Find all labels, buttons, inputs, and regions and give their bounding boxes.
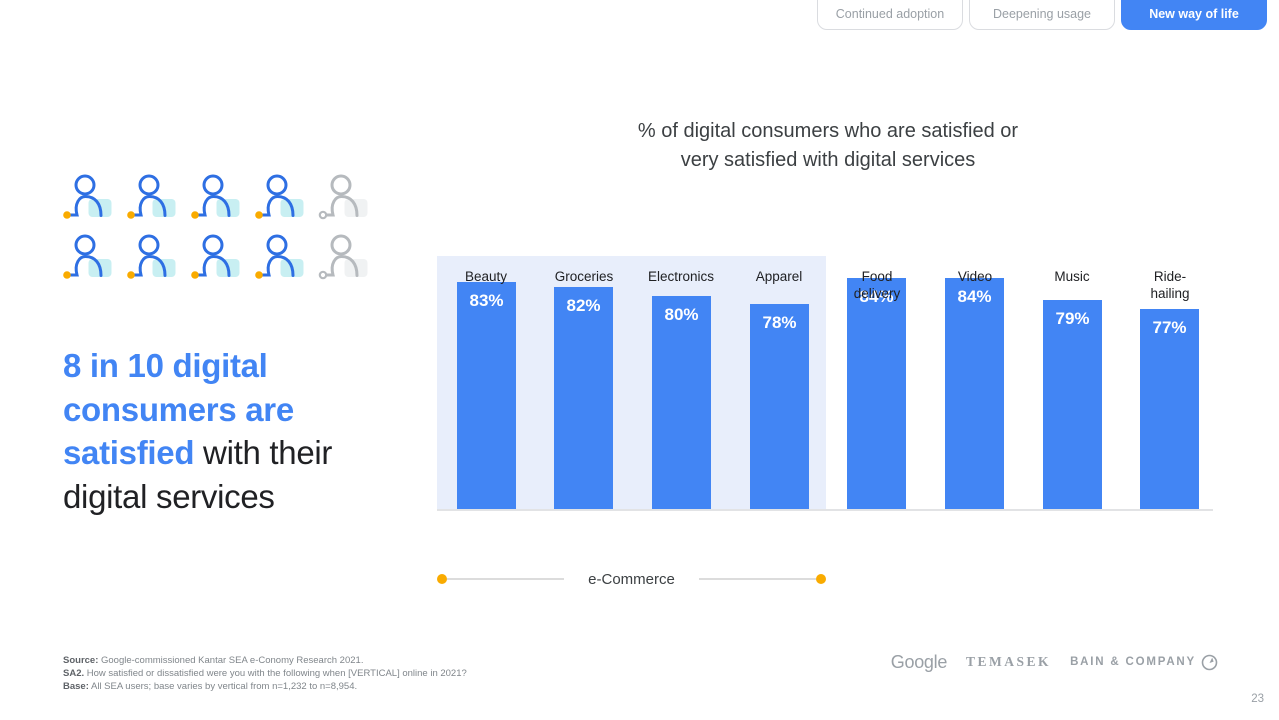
bar-value-label: 78% [762,313,797,332]
person-icon [124,174,188,234]
bar-ride-hailing: 77% [1140,309,1199,510]
bar-value-label: 84% [859,287,894,306]
tab-new-way-of-life[interactable]: New way of life [1121,0,1267,30]
bar-value-label: 80% [664,305,699,324]
person-icon [252,234,316,294]
x-tick-music: Music [1054,269,1090,284]
person-icon [124,234,188,294]
headline-line: consumers are [63,390,294,428]
tab-deepening-usage[interactable]: Deepening usage [969,0,1115,30]
legend-label: e-Commerce [588,570,675,588]
x-tick-beauty: Beauty [464,269,508,284]
person-icon [60,234,124,294]
x-tick-video: Video [957,269,993,284]
legend-dot-right [816,574,826,584]
headline-line: 8 in 10 digital [63,347,268,385]
bar-value-label: 84% [957,287,992,306]
chart-title: % of digital consumers who are satisfied… [440,117,1216,175]
headline: 8 in 10 digital consumers are satisfied wi… [63,344,403,518]
chart-title-line2: very satisfied with digital services [680,149,976,171]
temasek-logo: TEMASEK [966,654,1052,669]
person-icon [188,174,252,234]
bain-circle-icon [1201,654,1218,670]
person-icon [60,174,124,234]
bar-beauty: 83% [457,282,516,510]
bar-value-label: 79% [1055,309,1090,328]
bar-apparel: 78% [750,304,809,510]
bar-electronics: 80% [652,296,711,510]
x-axis-baseline [437,509,1213,511]
page-number: 23 [1251,693,1264,705]
headline-line: satisfied with their [63,434,333,472]
tab-continued-adoption[interactable]: Continued adoption [817,0,963,30]
stage-tabs: Continued adoption Deepening usage New way… [817,0,1267,30]
bar-value-label: 77% [1152,318,1187,337]
person-icon-muted [316,174,380,234]
bar-value-label: 82% [566,296,601,315]
source-note-line: Source: Google-commissioned Kantar SEA e… [63,655,364,666]
google-logo: Google [890,651,948,672]
person-icon-muted [316,234,380,294]
source-note-line: Base: All SEA users; base varies by vert… [63,681,358,692]
bain-company-logo: BAIN & COMPANY [1070,654,1218,671]
bar-value-label: 83% [469,291,504,310]
partner-logos: Google TEMASEK BAIN & COMPANY [891,650,1218,674]
source-notes: Source: Google-commissioned Kantar SEA e… [63,654,467,693]
legend-dot-left [437,574,447,584]
bar-chart-plot: 83% 82% 80% 78% 84% 84% 79% 77% [437,256,1213,510]
legend-line-right [698,578,816,580]
bar-video: 84% [945,278,1004,510]
bar-groceries: 82% [554,287,613,510]
x-tick-electronics: Electronics [647,269,715,284]
x-tick-food-delivery: Food delivery [853,269,901,301]
headline-line: digital services [63,477,275,515]
bar-food-delivery: 84% [847,278,906,510]
ecommerce-group-legend: e-Commerce [437,570,826,588]
x-tick-groceries: Groceries [554,269,614,284]
person-icon [252,174,316,234]
pictogram-people [60,174,390,294]
legend-line-left [447,578,565,580]
x-tick-ride-hailing: Ride- hailing [1150,269,1190,301]
bain-company-wordmark: BAIN & COMPANY [1070,656,1196,668]
person-icon [188,234,252,294]
chart-title-line1: % of digital consumers who are satisfied… [637,120,1019,142]
x-tick-apparel: Apparel [755,269,803,284]
source-note-line: SA2. How satisfied or dissatisfied were … [63,668,467,679]
bar-music: 79% [1043,300,1102,510]
